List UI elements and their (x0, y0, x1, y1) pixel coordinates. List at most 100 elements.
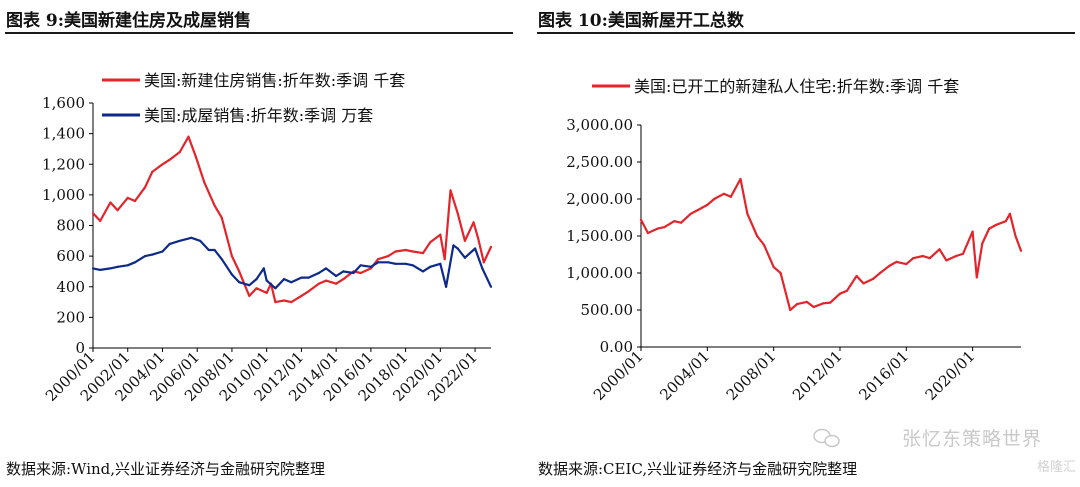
y-tick-label: 1,600 (42, 94, 85, 112)
data-point (187, 135, 190, 138)
data-point (194, 155, 197, 158)
y-tick-label: 200 (56, 308, 85, 326)
data-point (91, 212, 95, 215)
data-point (489, 245, 493, 248)
data-point (445, 285, 448, 288)
data-point (342, 278, 345, 281)
data-point (168, 242, 171, 245)
data-point (822, 302, 825, 305)
data-point (151, 253, 154, 256)
data-point (680, 221, 683, 224)
data-point (116, 209, 119, 212)
data-point (421, 270, 425, 273)
data-point (91, 267, 95, 270)
data-point (673, 220, 676, 223)
data-point (905, 263, 908, 266)
data-point (706, 203, 709, 206)
y-tick-label: 2,000.00 (566, 190, 633, 208)
legend-label-1: 美国:成屋销售:折年数:季调 万套 (144, 106, 373, 125)
data-point (359, 264, 362, 267)
panel-2-title-rule (537, 32, 1075, 34)
data-point (855, 274, 858, 278)
data-point (411, 250, 414, 253)
data-point (489, 285, 493, 288)
data-point (772, 266, 775, 269)
data-point (429, 241, 432, 244)
data-point (133, 199, 137, 203)
data-point (482, 261, 485, 264)
data-point (230, 255, 233, 258)
data-point (888, 264, 891, 267)
x-tick-label: 2004/01 (656, 347, 713, 404)
data-point (756, 234, 759, 238)
data-point (300, 276, 303, 279)
data-point (862, 282, 865, 285)
data-point (203, 181, 206, 184)
data-point (248, 294, 251, 297)
data-point (109, 267, 112, 270)
data-point (981, 242, 984, 245)
data-point (789, 308, 792, 312)
data-point (439, 233, 442, 236)
data-point (696, 209, 699, 212)
data-point (796, 303, 799, 306)
data-point (729, 195, 732, 198)
data-point (713, 197, 716, 201)
data-point (1019, 249, 1023, 252)
data-point (265, 291, 268, 294)
data-point (879, 271, 882, 275)
data-point (1008, 212, 1012, 215)
data-point (335, 282, 338, 285)
legend-label-0: 美国:新建住房销售:折年数:季调 千套 (144, 71, 405, 90)
y-tick-label: 1,200 (42, 155, 85, 173)
data-point (429, 265, 432, 268)
data-point (342, 270, 345, 273)
data-point (689, 212, 692, 215)
data-point (262, 267, 265, 270)
data-point (126, 264, 129, 267)
x-tick-label: 2008/01 (723, 347, 780, 404)
data-point (474, 247, 477, 250)
data-point (377, 258, 380, 261)
y-tick-label: 2,500.00 (566, 153, 633, 171)
data-point (812, 305, 815, 309)
panel-2-title: 图表 10:美国新屋开工总数 (538, 11, 744, 31)
data-point (290, 301, 293, 304)
data-point (282, 299, 286, 302)
data-point (178, 150, 181, 154)
data-point (456, 212, 459, 215)
data-point (144, 255, 147, 258)
data-point (99, 268, 102, 271)
data-point (248, 284, 251, 287)
data-point (439, 262, 442, 265)
data-point (739, 177, 742, 181)
data-point (265, 279, 268, 282)
data-point (421, 252, 425, 255)
data-point (274, 301, 277, 304)
y-tick-label: 0 (75, 339, 85, 357)
panel-2-source: 数据来源:CEIC,兴业证券经济与金融研究院整理 (538, 460, 858, 478)
data-point (938, 248, 941, 251)
data-point (207, 248, 210, 252)
data-point (359, 271, 362, 275)
x-tick-label: 2020/01 (922, 347, 979, 404)
data-point (317, 282, 320, 285)
data-point (199, 239, 202, 242)
data-point (449, 189, 452, 192)
data-point (168, 158, 171, 161)
data-point (746, 212, 749, 215)
legend-label-0: 美国:已开工的新建私人住宅:折年数:季调 千套 (634, 77, 959, 96)
data-point (220, 258, 223, 261)
y-tick-label: 3,000.00 (566, 116, 633, 134)
data-point (116, 265, 119, 268)
data-point (456, 247, 459, 250)
data-point (126, 196, 129, 199)
data-point (99, 219, 102, 222)
data-point (369, 267, 372, 270)
data-point (352, 271, 355, 275)
data-point (238, 270, 241, 273)
data-point (472, 221, 475, 224)
data-point (722, 192, 726, 195)
data-point (213, 248, 216, 252)
data-point (387, 255, 390, 258)
